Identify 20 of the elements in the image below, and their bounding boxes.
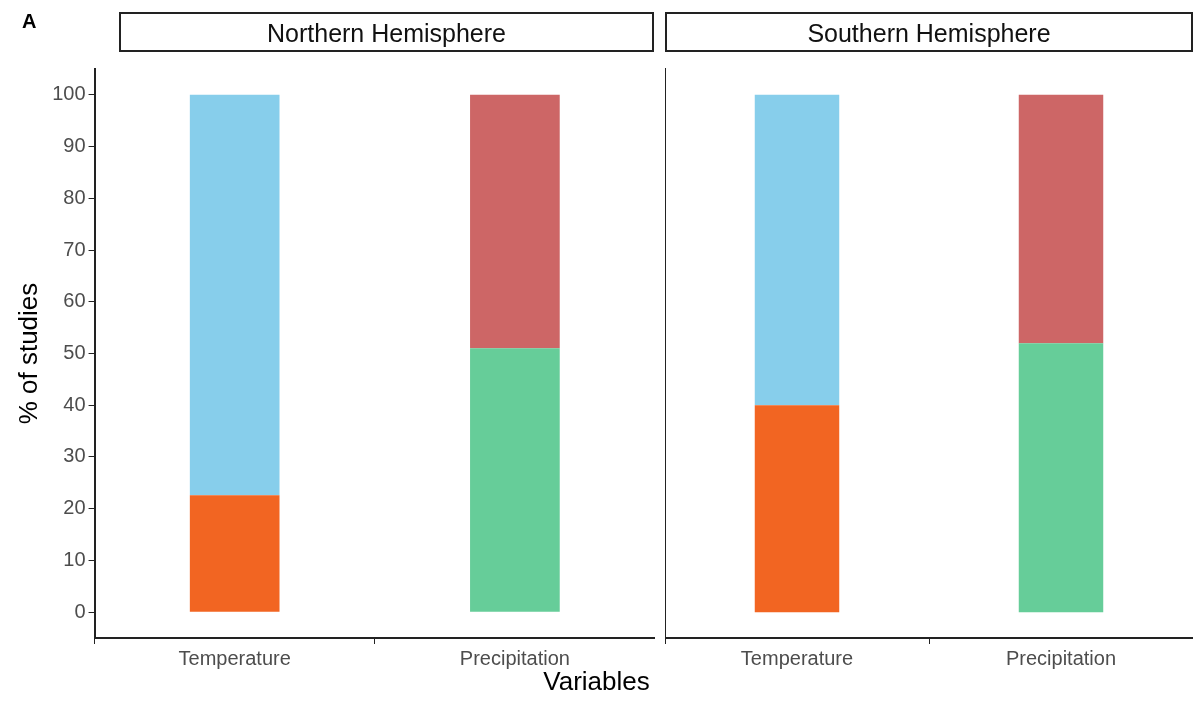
y-tick-label: 40 — [63, 392, 86, 415]
text: A — [22, 10, 37, 33]
y-tick-label: 70 — [63, 237, 86, 260]
y-tick-label: 60 — [63, 289, 86, 312]
chart-title: Southern Hemisphere — [665, 12, 1193, 52]
x-axis-title: Variables — [543, 666, 650, 696]
y-tick-label: 0 — [74, 599, 86, 622]
x-tick-label: Temperature — [178, 646, 291, 669]
y-tick-label: 10 — [63, 547, 86, 570]
x-tick-label: Precipitation — [459, 646, 570, 669]
y-tick-label: 30 — [63, 444, 86, 467]
y-tick-label: 20 — [63, 496, 86, 519]
x-tick-label: Precipitation — [1005, 646, 1117, 669]
chart-title: Northern Hemisphere — [119, 12, 654, 52]
x-tick-label: Temperature — [740, 646, 854, 669]
y-tick-label: 50 — [63, 341, 86, 364]
y-axis-title: % of studies — [12, 282, 43, 425]
y-tick-label: 80 — [63, 185, 86, 208]
y-tick-label: 90 — [63, 134, 86, 157]
y-tick-label: 100 — [52, 82, 86, 105]
